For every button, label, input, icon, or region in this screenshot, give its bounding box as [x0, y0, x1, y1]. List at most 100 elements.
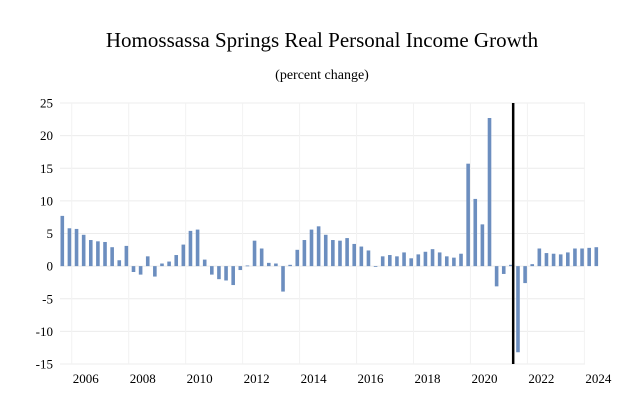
bar-2011Q2: [224, 266, 228, 281]
bar-2008Q4: [153, 266, 157, 277]
y-tick-label: 20: [40, 128, 53, 143]
bar-2013Q2: [281, 266, 285, 292]
bar-2021Q1: [501, 266, 506, 274]
bar-2010Q4: [210, 266, 214, 275]
bar-2023Q1: [558, 254, 563, 267]
bar-2019Q2: [452, 257, 456, 267]
bar-2011Q4: [238, 266, 243, 271]
y-tick-label: 10: [40, 193, 53, 208]
bar-2014Q3: [316, 226, 321, 267]
y-tick-label: 5: [47, 226, 54, 241]
x-tick-label: 2024: [585, 371, 612, 386]
x-tick-label: 2016: [358, 371, 385, 386]
bar-2013Q4: [295, 249, 300, 267]
bar-2005Q4: [67, 228, 72, 267]
bar-2015Q2: [338, 240, 342, 267]
bar-2019Q4: [466, 163, 470, 267]
bar-2016Q1: [359, 246, 364, 267]
bar-2012Q3: [259, 248, 264, 267]
x-tick-label: 2006: [73, 371, 100, 386]
x-tick-label: 2014: [301, 371, 328, 386]
bar-2008Q3: [145, 256, 150, 267]
bar-2013Q1: [274, 263, 278, 267]
bar-2006Q2: [81, 234, 86, 267]
bar-2012Q4: [266, 262, 271, 267]
x-tick-label: 2018: [415, 371, 441, 386]
bar-2018Q2: [423, 251, 428, 267]
bar-2021Q3: [516, 266, 520, 353]
bar-2015Q1: [331, 240, 335, 267]
bar-2024Q2: [594, 247, 599, 267]
bar-2022Q4: [551, 253, 556, 267]
bar-2020Q1: [473, 198, 478, 267]
bar-2020Q3: [487, 118, 492, 267]
y-tick-label: 0: [47, 259, 54, 274]
x-tick-label: 2008: [130, 371, 156, 386]
bar-2008Q1: [131, 266, 136, 272]
bar-2019Q1: [444, 256, 449, 267]
bar-2014Q1: [302, 240, 307, 267]
bar-2008Q2: [138, 266, 143, 275]
bar-2012Q1: [245, 265, 250, 267]
x-tick-label: 2012: [244, 371, 270, 386]
bar-2015Q4: [352, 243, 357, 267]
bar-2020Q2: [480, 224, 485, 267]
bar-2018Q3: [430, 249, 435, 267]
bar-2011Q1: [217, 266, 221, 280]
bar-2022Q2: [537, 248, 542, 267]
bar-2021Q2: [509, 264, 513, 267]
bar-2007Q2: [110, 247, 114, 267]
chart-title: Homossassa Springs Real Personal Income …: [106, 28, 539, 52]
y-tick-label: -15: [36, 357, 53, 372]
bar-2009Q1: [160, 263, 164, 267]
grid: [60, 102, 585, 365]
x-tick-label: 2022: [528, 371, 554, 386]
bar-2021Q4: [523, 266, 527, 284]
bar-2007Q3: [117, 260, 122, 267]
y-tick-label: 25: [40, 96, 53, 111]
bar-2005Q3: [60, 215, 65, 267]
y-tick-label: 15: [40, 161, 53, 176]
bar-2011Q3: [231, 266, 235, 286]
bar-2017Q4: [409, 258, 413, 267]
bar-2022Q1: [530, 264, 535, 267]
bar-2023Q3: [573, 248, 577, 267]
bar-2007Q1: [103, 241, 107, 267]
bar-2014Q2: [309, 229, 314, 267]
chart-subtitle: (percent change): [275, 68, 369, 83]
bar-2015Q3: [345, 238, 349, 267]
bar-2023Q2: [566, 252, 570, 267]
bar-2010Q3: [202, 259, 207, 267]
bar-2009Q3: [174, 255, 179, 267]
x-tick-label: 2020: [471, 371, 497, 386]
x-axis: 2006 2008 2010 2012 2014 2016 2018 2020 2022 2024: [73, 371, 612, 386]
bar-2009Q2: [167, 261, 171, 267]
bar-2019Q3: [459, 253, 463, 267]
bar-2006Q1: [74, 228, 79, 267]
x-tick-label: 2010: [187, 371, 213, 386]
bar-2007Q4: [124, 245, 129, 267]
y-tick-label: -5: [42, 291, 53, 306]
bar-2006Q3: [88, 240, 93, 267]
y-axis: 25 20 15 10 5 0 -5 -10 -15: [36, 96, 53, 372]
y-tick-label: -10: [36, 324, 53, 339]
bar-2017Q3: [402, 252, 406, 267]
bar-2010Q2: [195, 229, 200, 267]
bar-2010Q1: [188, 230, 193, 267]
bar-2017Q1: [388, 255, 392, 267]
bar-2009Q4: [181, 244, 186, 267]
bar-2006Q4: [96, 241, 100, 267]
bar-2024Q1: [587, 247, 591, 267]
bar-2022Q3: [544, 253, 549, 267]
bars: [60, 118, 599, 353]
bar-2014Q4: [323, 234, 328, 267]
bar-2012Q2: [252, 240, 257, 267]
bar-2018Q1: [416, 254, 421, 267]
bar-2016Q3: [373, 266, 378, 267]
bar-2020Q4: [494, 266, 499, 287]
bar-2018Q4: [437, 252, 442, 267]
bar-2016Q4: [380, 256, 385, 267]
bar-2016Q2: [366, 250, 371, 267]
bar-2023Q4: [580, 248, 584, 267]
